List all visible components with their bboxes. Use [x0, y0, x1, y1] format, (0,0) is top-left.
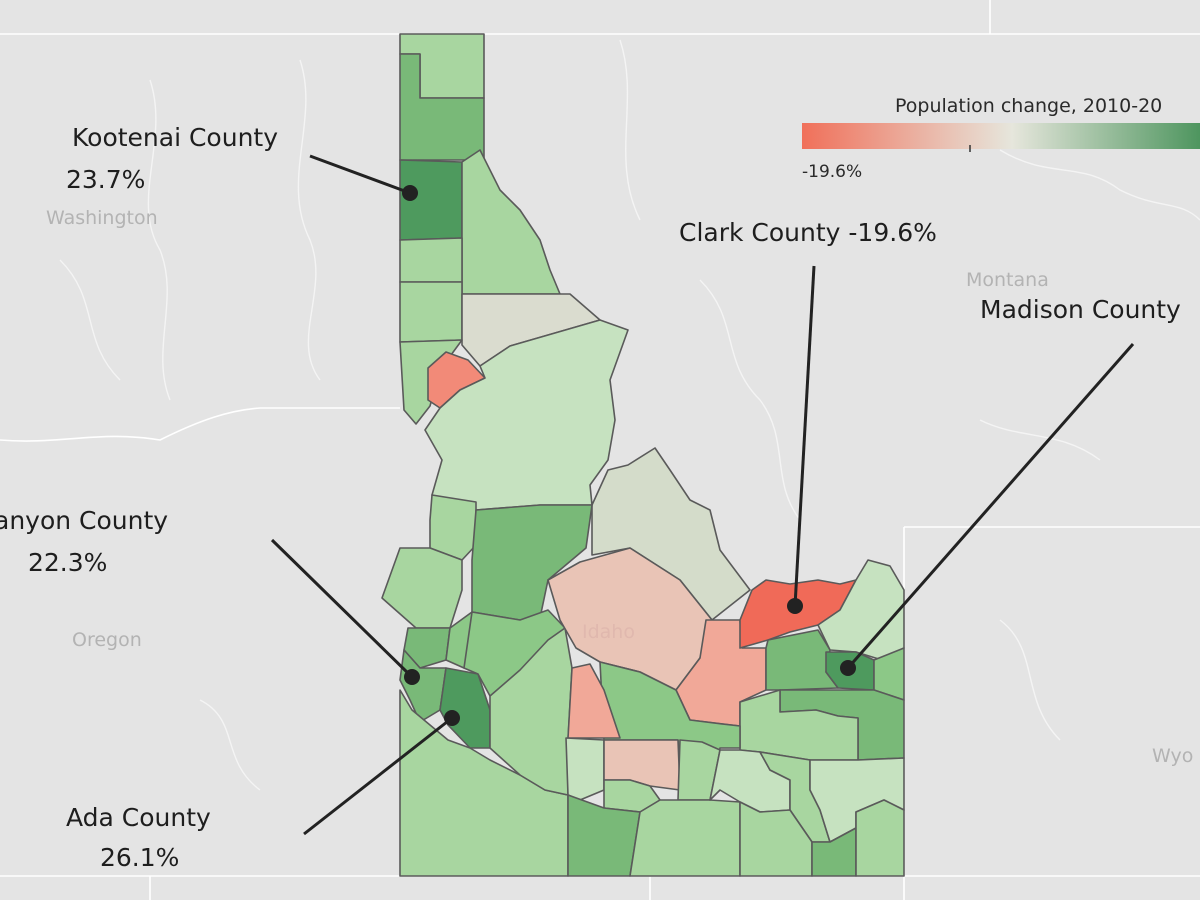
- annotation-ada-value: 26.1%: [100, 843, 179, 872]
- leader-line-clark: [793, 265, 816, 607]
- annotation-ada: Ada County 26.1%: [66, 710, 460, 872]
- annotation-clark-name: Clark County -19.6%: [679, 218, 937, 247]
- county-valley: [471, 504, 593, 621]
- leader-dot-clark: [787, 598, 803, 614]
- annotation-canyon: anyon County 22.3%: [0, 506, 420, 685]
- legend: Population change, 2010-20 -19.6%: [802, 95, 1200, 182]
- place-label-wyoming: Wyo: [1152, 745, 1193, 767]
- annotation-ada-name: Ada County: [66, 803, 211, 832]
- leader-dot-canyon: [404, 669, 420, 685]
- leader-dot-ada: [444, 710, 460, 726]
- place-label-oregon: Oregon: [72, 629, 142, 651]
- county-camas: [567, 663, 621, 739]
- county-latah: [399, 281, 463, 343]
- place-label-idaho: Idaho: [582, 621, 635, 643]
- county-cassia: [629, 799, 741, 877]
- annotation-kootenai: Kootenai County 23.7%: [66, 123, 418, 201]
- county-benewah: [399, 237, 463, 283]
- legend-min-label: -19.6%: [802, 162, 862, 182]
- annotation-clark: Clark County -19.6%: [679, 218, 937, 614]
- annotation-madison-name: Madison County: [980, 295, 1181, 324]
- legend-color-bar: [802, 123, 1200, 149]
- river-lines: [59, 39, 1200, 791]
- place-label-montana: Montana: [966, 269, 1049, 291]
- idaho-counties: [381, 33, 905, 877]
- leader-line-kootenai: [309, 154, 411, 195]
- leader-line-ada: [303, 716, 453, 836]
- annotation-kootenai-value: 23.7%: [66, 165, 145, 194]
- leader-line-madison: [846, 343, 1135, 669]
- leader-dot-kootenai: [402, 185, 418, 201]
- annotation-madison: Madison County: [840, 295, 1181, 676]
- county-payette: [403, 627, 451, 669]
- leader-dot-madison: [840, 660, 856, 676]
- annotation-canyon-name: anyon County: [0, 506, 168, 535]
- county-gooding: [565, 737, 605, 801]
- annotation-kootenai-name: Kootenai County: [72, 123, 278, 152]
- county-canyon: [399, 649, 447, 723]
- place-label-washington: Washington: [46, 207, 158, 229]
- leader-line-canyon: [270, 538, 414, 679]
- county-bear-lake: [855, 799, 905, 877]
- county-washington: [381, 547, 463, 629]
- legend-title: Population change, 2010-20: [895, 95, 1162, 117]
- county-ada: [439, 667, 491, 749]
- annotation-canyon-value: 22.3%: [28, 548, 107, 577]
